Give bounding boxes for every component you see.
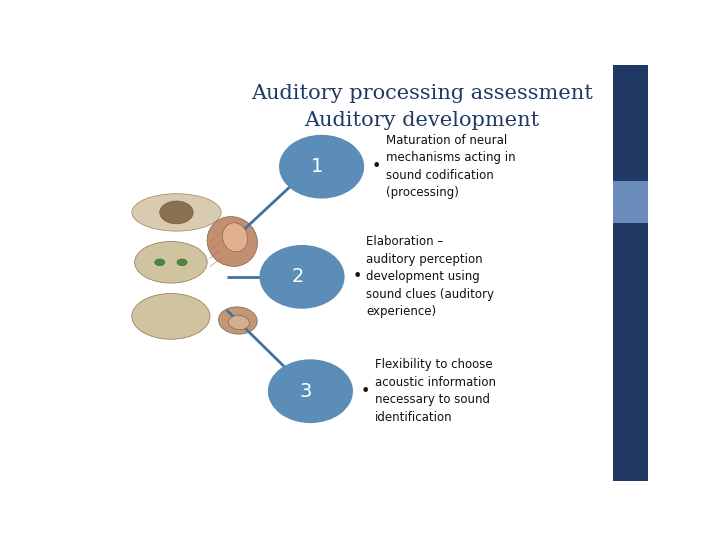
FancyBboxPatch shape [613,223,648,481]
Ellipse shape [177,259,187,266]
Text: Flexibility to choose
acoustic information
necessary to sound
identification: Flexibility to choose acoustic informati… [374,359,495,424]
Text: •: • [352,269,361,285]
Text: 2: 2 [292,267,304,286]
Text: Auditory development: Auditory development [305,111,539,131]
Ellipse shape [228,315,249,330]
FancyBboxPatch shape [613,65,648,181]
Ellipse shape [207,217,258,266]
Text: 3: 3 [300,382,312,401]
Ellipse shape [155,259,165,266]
Ellipse shape [135,241,207,283]
Ellipse shape [218,307,257,334]
Circle shape [279,136,364,198]
FancyBboxPatch shape [613,181,648,223]
Ellipse shape [160,201,193,224]
Circle shape [269,360,352,422]
Text: 1: 1 [311,157,323,176]
Text: •: • [361,384,370,399]
Text: Elaboration –
auditory perception
development using
sound clues (auditory
experi: Elaboration – auditory perception develo… [366,235,494,319]
Ellipse shape [132,293,210,339]
Ellipse shape [222,223,248,252]
Ellipse shape [132,194,221,231]
Text: •: • [372,159,381,174]
Text: Auditory processing assessment: Auditory processing assessment [251,84,593,103]
Circle shape [260,246,344,308]
Text: Maturation of neural
mechanisms acting in
sound codification
(processing): Maturation of neural mechanisms acting i… [386,134,516,199]
